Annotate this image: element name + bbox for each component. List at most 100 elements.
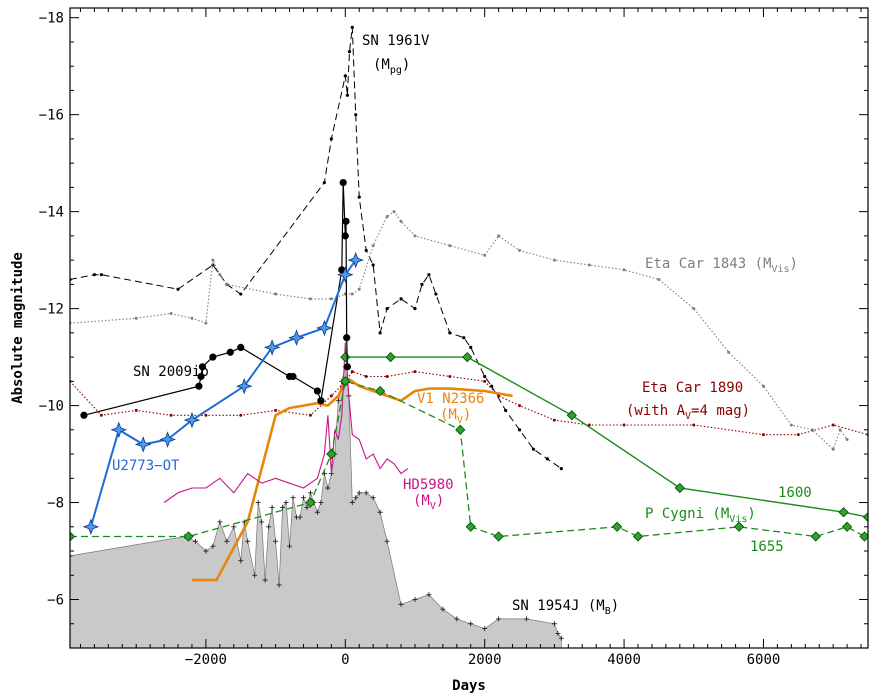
- series-0-point-39: [349, 500, 355, 506]
- series-2-point-28: [727, 350, 731, 354]
- series-9-point-10: [347, 251, 364, 269]
- series-8-point-5: [226, 348, 234, 356]
- series-0-point-12: [255, 500, 261, 506]
- series-2-point-30: [789, 423, 793, 427]
- series-2-point-6: [218, 273, 222, 277]
- plot-frame: [69, 7, 869, 649]
- series-8-point-4: [209, 353, 217, 361]
- label-sn2009ip: SN 2009ip: [133, 364, 209, 380]
- x-axis-title: Days: [452, 678, 486, 694]
- series-1-point-1: [92, 273, 96, 277]
- series-1-point-20: [413, 307, 417, 311]
- series-0-point-15: [266, 524, 272, 530]
- series-1-point-21: [420, 282, 424, 286]
- series-2-point-23: [552, 258, 556, 262]
- series-5-line: [163, 342, 409, 503]
- series-2-point-29: [761, 384, 765, 388]
- series-7-point-11: [733, 521, 745, 532]
- series-2-point-27: [692, 307, 696, 311]
- series-1-point-32: [545, 457, 550, 461]
- series-8-point-14: [342, 217, 350, 225]
- series-8-point-6: [237, 343, 245, 351]
- label-p-cygni: P Cygni (MVis): [645, 506, 756, 525]
- x-tick-label-3: 4000: [607, 652, 641, 668]
- series-7-point-6: [455, 424, 466, 435]
- series-0-point-16: [269, 504, 275, 510]
- series-9-point-0: [82, 518, 100, 536]
- series-0-point-48: [426, 592, 432, 598]
- y-tick-label-4: −14: [39, 205, 64, 221]
- series-0-point-0: [70, 553, 73, 559]
- series-0-point-32: [325, 485, 331, 491]
- series-1-point-28: [490, 384, 494, 388]
- series-0-point-11: [252, 572, 258, 578]
- series-3-point-10: [350, 370, 354, 374]
- series-1-point-23: [434, 292, 438, 296]
- series-0-point-22: [290, 495, 296, 501]
- y-tick-label-6: −18: [39, 11, 64, 27]
- series-7-point-4: [340, 376, 351, 387]
- series-8-point-8: [289, 372, 297, 381]
- series-0-point-2: [192, 538, 198, 544]
- series-2-point-13: [357, 287, 361, 291]
- series-8-point-13: [341, 232, 349, 240]
- y-tick-label-3: −12: [39, 302, 64, 318]
- series-0-point-56: [555, 630, 561, 636]
- y-axis-title: Absolute magnitude: [10, 252, 26, 404]
- series-2-point-21: [497, 234, 501, 238]
- series-9-point-3: [159, 431, 176, 448]
- series-6-point-0: [340, 351, 351, 363]
- series-7-point-10: [632, 531, 644, 542]
- series-7-point-7: [465, 521, 476, 532]
- series-2-point-34: [845, 438, 849, 442]
- series-2-point-9: [308, 297, 312, 301]
- series-0-point-47: [412, 597, 418, 603]
- series-1-point-16: [371, 263, 375, 267]
- series-1-point-7: [322, 180, 326, 185]
- series-1-point-12: [350, 25, 354, 29]
- series-0-point-25: [300, 495, 306, 501]
- series-3-point-6: [274, 408, 278, 412]
- series-0-point-51: [468, 621, 474, 627]
- x-tick-label-2: 2000: [468, 652, 502, 668]
- series-0-point-18: [276, 582, 282, 588]
- series-2-point-7: [225, 282, 229, 286]
- series-2-point-12: [350, 292, 354, 296]
- series-2-point-25: [622, 268, 626, 272]
- series-8-point-1: [195, 382, 203, 390]
- series-0-point-52: [482, 626, 488, 632]
- series-0-point-57: [558, 635, 564, 641]
- series-0-point-19: [280, 504, 286, 510]
- series-0-point-35: [335, 398, 341, 404]
- series-8-point-12: [339, 178, 347, 187]
- series-3-point-18: [552, 418, 556, 422]
- series-0-point-46: [398, 601, 404, 607]
- series-1-point-22: [427, 273, 431, 277]
- label-sn1961v-sub: (Mpg): [373, 57, 410, 76]
- series-8-point-9: [313, 387, 322, 395]
- series-2-point-15: [385, 214, 389, 218]
- series-7-point-8: [493, 531, 504, 542]
- series-1-point-2: [99, 273, 103, 277]
- series-9-point-2: [134, 436, 152, 453]
- series-0-point-7: [231, 524, 237, 530]
- label-eta-car-1843: Eta Car 1843 (MVis): [645, 256, 798, 275]
- series-2-point-14: [371, 244, 375, 248]
- series-0-point-27: [307, 490, 313, 496]
- series-0-point-30: [318, 500, 324, 506]
- series-3-point-12: [385, 374, 389, 378]
- series-1-point-26: [469, 345, 473, 349]
- series-1-point-24: [448, 331, 452, 335]
- label-eta-car-1890-sub: (with AV=4 mag): [626, 403, 750, 422]
- series-1-point-25: [462, 336, 466, 340]
- series-8-point-3: [198, 363, 207, 371]
- series-0-point-4: [210, 543, 216, 549]
- x-tick-label-0: −2000: [185, 652, 227, 668]
- series-6-point-6: [862, 511, 868, 523]
- series-7-point-5: [375, 385, 386, 397]
- series-1-point-11: [347, 50, 352, 54]
- series-1-point-14: [357, 195, 361, 199]
- series-1-point-30: [517, 428, 522, 432]
- series-1-point-15: [364, 248, 368, 253]
- series-1-point-3: [176, 287, 180, 291]
